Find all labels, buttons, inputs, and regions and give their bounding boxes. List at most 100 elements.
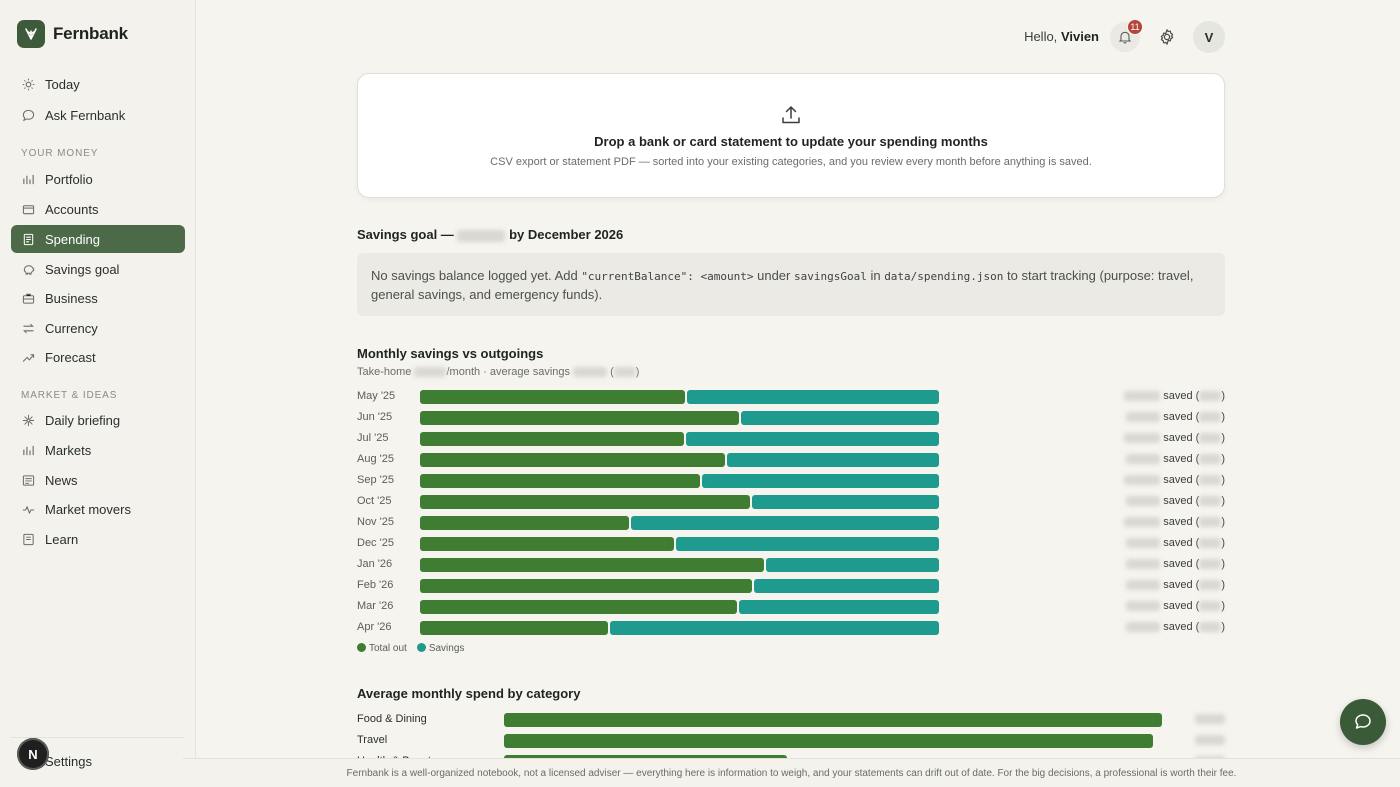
user-avatar-small[interactable]: N	[17, 738, 49, 770]
saved-amount: saved ()	[1126, 537, 1225, 549]
sidebar-item-label: Markets	[45, 442, 92, 458]
wallet-icon	[22, 204, 35, 214]
legend-label: Savings	[428, 643, 465, 654]
month-row: Jan '26 saved ()	[357, 557, 1225, 573]
chart-legend: Total out Savings	[357, 643, 464, 654]
settings-button[interactable]	[1152, 22, 1182, 52]
sidebar-item-news[interactable]: News	[11, 466, 185, 494]
month-label: Oct '25	[357, 495, 392, 507]
sidebar-item-business[interactable]: Business	[11, 284, 185, 312]
bar-total-out	[420, 558, 764, 572]
bar-savings	[702, 474, 939, 488]
sidebar-item-label: Today	[45, 76, 80, 92]
redacted-amount	[1126, 454, 1161, 465]
bar-total-out	[420, 516, 629, 530]
legend-label: Total out	[369, 643, 407, 654]
sidebar-item-accounts[interactable]: Accounts	[11, 195, 185, 223]
saved-amount: saved ()	[1126, 621, 1225, 633]
chat-icon	[22, 109, 35, 121]
bell-icon	[1118, 31, 1132, 44]
paren: )	[1221, 621, 1225, 633]
month-row: Jun '25 saved ()	[357, 410, 1225, 426]
saved-label: saved (	[1160, 495, 1200, 507]
redacted-amount	[1126, 496, 1161, 507]
saved-label: saved (	[1160, 537, 1200, 549]
note-code: savingsGoal	[793, 270, 867, 283]
redacted-percent	[1199, 433, 1222, 444]
sidebar-item-label: Learn	[45, 531, 79, 547]
note-text: No savings balance logged yet. Add	[371, 268, 582, 283]
sidebar-item-learn[interactable]: Learn	[11, 525, 185, 553]
user-avatar[interactable]: V	[1193, 21, 1225, 53]
bar-savings	[727, 453, 939, 467]
saved-label: saved (	[1160, 411, 1200, 423]
sidebar-item-label: Forecast	[45, 349, 96, 365]
month-label: Jun '25	[357, 411, 393, 423]
month-label: Sep '25	[357, 474, 394, 486]
saved-label: saved (	[1160, 474, 1200, 486]
note-code: "currentBalance": <amount>	[581, 270, 754, 283]
month-label: Dec '25	[357, 537, 394, 549]
sidebar-item-label: Portfolio	[45, 171, 93, 187]
sidebar-item-today[interactable]: Today	[11, 70, 185, 98]
month-label: Jul '25	[357, 432, 389, 444]
redacted-amount	[1195, 714, 1225, 724]
month-label: May '25	[357, 390, 396, 402]
redacted-amount	[1126, 601, 1161, 612]
greeting-text: Hello,	[1024, 29, 1058, 44]
sidebar-item-label: Spending	[45, 231, 100, 247]
legend-swatch	[416, 643, 426, 652]
saved-label: saved (	[1160, 432, 1200, 444]
monthly-chart-title: Monthly savings vs outgoings	[357, 346, 544, 361]
bar-total-out	[420, 432, 684, 446]
bar-savings	[686, 432, 939, 446]
greeting: Hello, Vivien	[1024, 29, 1099, 44]
category-bar	[504, 734, 1153, 748]
sidebar-item-ask-fernbank[interactable]: Ask Fernbank	[11, 101, 185, 129]
piggy-bank-icon	[23, 264, 35, 275]
paren: )	[1221, 579, 1225, 591]
bar-total-out	[420, 579, 752, 593]
redacted-percent	[613, 367, 636, 378]
paren: )	[1221, 390, 1225, 402]
month-row: Dec '25 saved ()	[357, 536, 1225, 552]
month-row: May '25 saved ()	[357, 389, 1225, 405]
saved-amount: saved ()	[1126, 600, 1225, 612]
sidebar-item-daily-briefing[interactable]: Daily briefing	[11, 406, 185, 434]
note-code: data/spending.json	[884, 270, 1004, 283]
saved-amount: saved ()	[1126, 558, 1225, 570]
chat-launcher-button[interactable]	[1340, 699, 1386, 745]
paren: )	[1221, 432, 1225, 444]
month-label: Feb '26	[357, 579, 394, 591]
bar-chart-icon	[23, 445, 34, 455]
month-row: Nov '25 saved ()	[357, 515, 1225, 531]
brand[interactable]: Fernbank	[17, 20, 128, 48]
bar-savings	[739, 600, 939, 614]
sidebar: Fernbank Today Ask Fernbank YOUR MONEY P…	[0, 0, 196, 787]
sidebar-item-market-movers[interactable]: Market movers	[11, 495, 185, 523]
paren: )	[1221, 495, 1225, 507]
category-label: Food & Dining	[357, 713, 427, 725]
paren: )	[1221, 453, 1225, 465]
month-row: Aug '25 saved ()	[357, 452, 1225, 468]
redacted-percent	[1199, 475, 1222, 486]
sidebar-item-label: Daily briefing	[45, 412, 121, 428]
bar-savings	[676, 537, 939, 551]
notification-count-badge: 11	[1127, 19, 1143, 35]
sidebar-item-forecast[interactable]: Forecast	[11, 343, 185, 371]
sidebar-item-settings[interactable]: Settings	[45, 754, 92, 769]
chat-bubble-icon	[1355, 714, 1371, 729]
subtitle-text: /month · average savings	[446, 366, 570, 378]
sidebar-item-currency[interactable]: Currency	[11, 314, 185, 342]
redacted-amount	[1195, 735, 1225, 745]
sidebar-item-label: Accounts	[45, 201, 99, 217]
briefcase-icon	[22, 293, 35, 304]
sidebar-item-portfolio[interactable]: Portfolio	[11, 165, 185, 193]
dropzone-subtitle: CSV export or statement PDF — sorted int…	[490, 156, 1092, 168]
sidebar-item-spending[interactable]: Spending	[11, 225, 185, 253]
statement-dropzone[interactable]: Drop a bank or card statement to update …	[357, 73, 1225, 198]
redacted-amount	[414, 367, 447, 378]
sidebar-item-savings-goal[interactable]: Savings goal	[11, 255, 185, 283]
redacted-amount	[1126, 412, 1161, 423]
sidebar-item-markets[interactable]: Markets	[11, 436, 185, 464]
